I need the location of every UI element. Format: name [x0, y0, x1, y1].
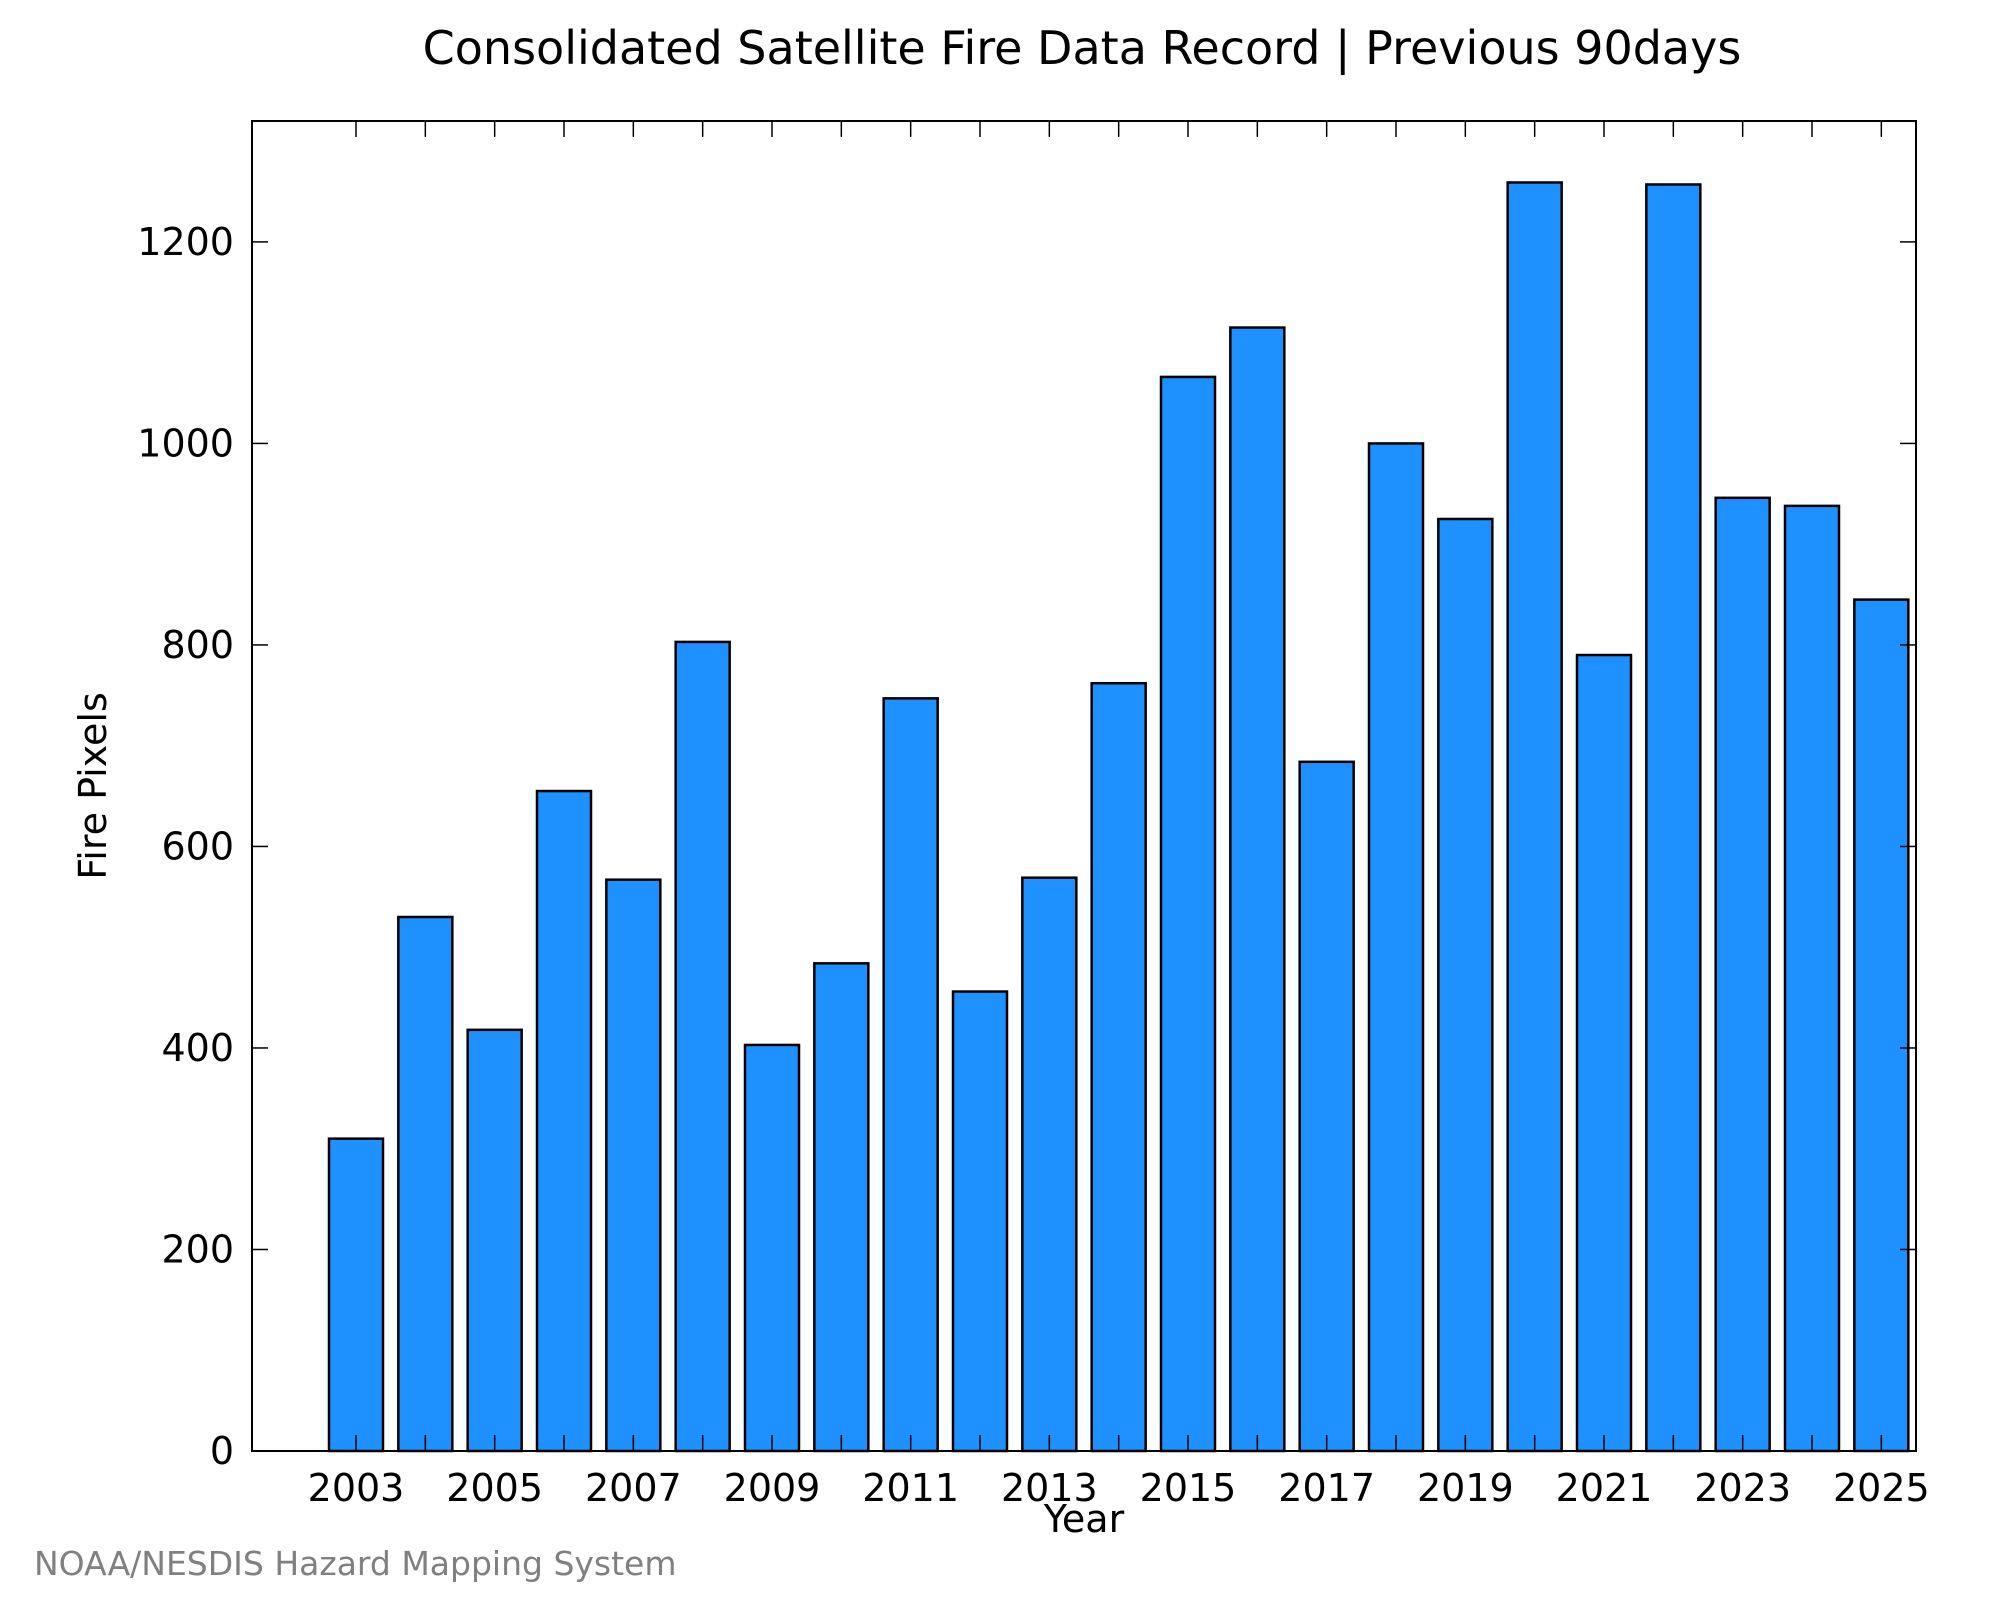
bar-2023 — [1714, 496, 1771, 1453]
x-tick-label-2015: 2015 — [1140, 1466, 1237, 1510]
bar-2013 — [1021, 876, 1078, 1453]
bar-2024 — [1783, 504, 1841, 1453]
y-tick-label-200: 200 — [161, 1227, 234, 1271]
bars-layer — [327, 181, 1910, 1453]
bar-2021 — [1575, 653, 1633, 1453]
y-tick-label-800: 800 — [161, 623, 234, 667]
bar-2010 — [813, 962, 870, 1453]
bar-2008 — [674, 640, 731, 1453]
x-tick-label-2021: 2021 — [1556, 1466, 1653, 1510]
x-tick-label-2009: 2009 — [724, 1466, 821, 1510]
bar-2022 — [1645, 183, 1702, 1453]
bar-2025 — [1853, 598, 1910, 1453]
bar-2007 — [605, 878, 662, 1453]
y-tick-label-0: 0 — [210, 1429, 234, 1473]
bar-2006 — [535, 789, 593, 1453]
bar-2011 — [882, 697, 939, 1453]
bar-2020 — [1506, 181, 1563, 1453]
bar-2015 — [1159, 375, 1217, 1453]
y-tick-label-600: 600 — [161, 824, 234, 868]
credit-text: NOAA/NESDIS Hazard Mapping System — [34, 1544, 677, 1583]
bar-2018 — [1367, 442, 1425, 1453]
bar-2009 — [743, 1043, 801, 1453]
bar-2004 — [397, 915, 454, 1453]
x-tick-label-2007: 2007 — [585, 1466, 682, 1510]
bar-2012 — [951, 990, 1009, 1453]
bar-2016 — [1229, 326, 1286, 1453]
chart-title: Consolidated Satellite Fire Data Record … — [423, 21, 1742, 76]
bar-2014 — [1090, 681, 1147, 1453]
x-tick-label-2013: 2013 — [1001, 1466, 1098, 1510]
x-tick-label-2025: 2025 — [1833, 1466, 1930, 1510]
x-tick-label-2017: 2017 — [1278, 1466, 1375, 1510]
ticks-layer: 0 200 400 600 800 1000 1200 2003 2005 2007 2009 201… — [137, 121, 1930, 1510]
bar-2003 — [327, 1137, 385, 1453]
y-tick-label-1200: 1200 — [137, 220, 234, 264]
bar-2017 — [1298, 760, 1355, 1453]
plot-frame — [251, 120, 1917, 1452]
bar-2019 — [1437, 517, 1494, 1453]
x-tick-label-2005: 2005 — [446, 1466, 543, 1510]
y-tick-label-1000: 1000 — [137, 421, 234, 465]
x-axis-label: Year — [1043, 1497, 1125, 1541]
x-tick-label-2023: 2023 — [1694, 1466, 1791, 1510]
x-tick-label-2019: 2019 — [1417, 1466, 1514, 1510]
y-tick-label-400: 400 — [161, 1026, 234, 1070]
y-axis-label: Fire Pixels — [71, 692, 115, 880]
x-tick-label-2011: 2011 — [862, 1466, 959, 1510]
x-tick-label-2003: 2003 — [308, 1466, 405, 1510]
bar-2005 — [466, 1028, 523, 1453]
